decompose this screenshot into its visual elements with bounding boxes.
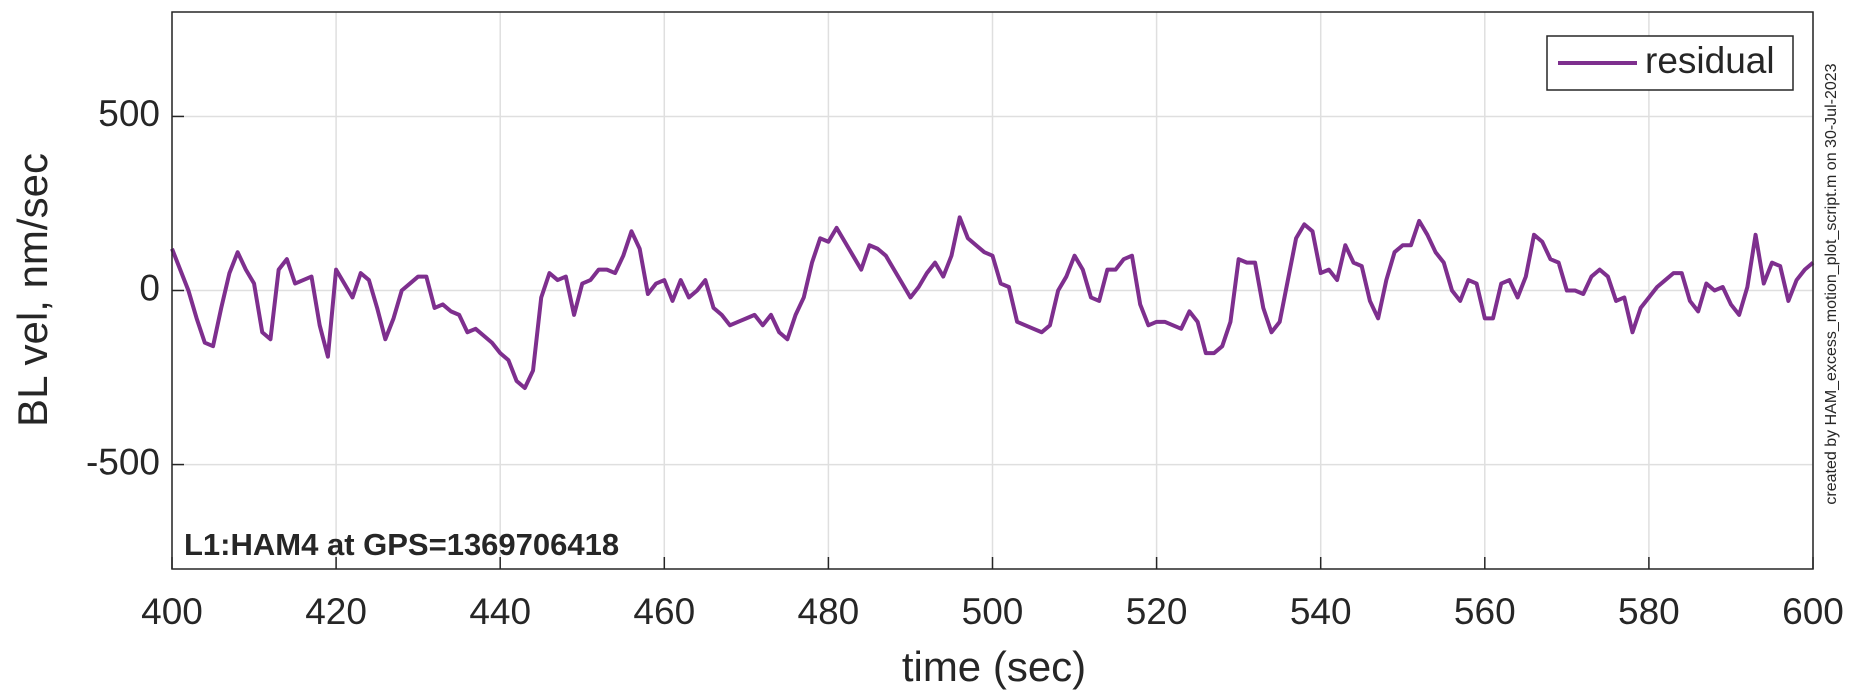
x-tick-label: 460 (633, 591, 695, 632)
x-tick-label: 600 (1782, 591, 1844, 632)
side-note: created by HAM_excess_motion_plot_script… (1823, 63, 1840, 504)
x-tick-label: 580 (1618, 591, 1680, 632)
y-tick-label: 0 (139, 267, 160, 308)
x-axis-label: time (sec) (902, 643, 1086, 690)
x-tick-label: 540 (1290, 591, 1352, 632)
x-tick-label: 420 (305, 591, 367, 632)
y-axis-label: BL vel, nm/sec (9, 153, 56, 427)
plot-area (170, 215, 1815, 390)
annotation: L1:HAM4 at GPS=1369706418 (184, 527, 619, 562)
y-tick-label: 500 (98, 93, 160, 134)
x-tick-label: 500 (962, 591, 1024, 632)
data-line (170, 215, 1815, 390)
x-tick-label: 480 (798, 591, 860, 632)
x-tick-label: 440 (469, 591, 531, 632)
x-tick-label: 560 (1454, 591, 1516, 632)
legend-label: residual (1645, 40, 1775, 81)
x-tick-label: 400 (141, 591, 203, 632)
y-tick-label: -500 (86, 441, 160, 482)
x-tick-label: 520 (1126, 591, 1188, 632)
